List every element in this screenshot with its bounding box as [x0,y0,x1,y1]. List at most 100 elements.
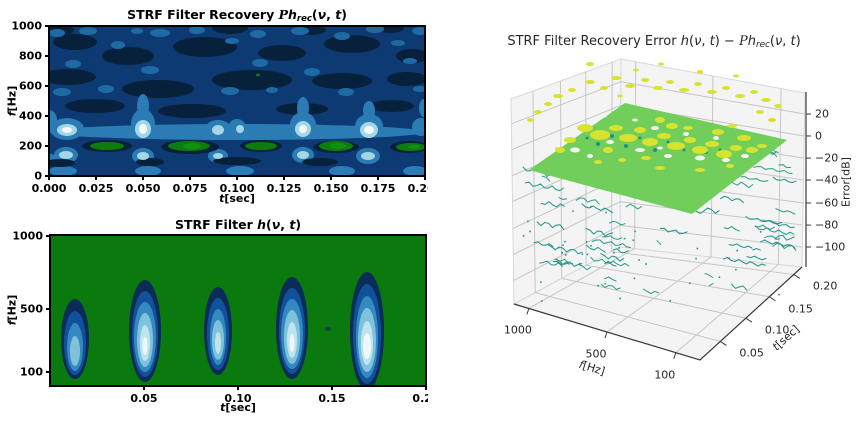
dark-patches [312,73,372,89]
green-patches [245,142,277,150]
teal-specks [131,28,143,34]
error-scatter-dots [522,205,780,302]
scatter-dot [541,300,543,302]
t-tick-mark [769,296,776,302]
scatter-dot [669,299,672,302]
scatter-dot [597,284,599,287]
scatter-dot [557,246,560,249]
surface-hole [695,155,705,161]
positive-error-floating-blob [750,90,758,94]
dark-patches [387,72,425,86]
positive-error-floating-blob [585,80,595,84]
teal-specks [366,26,384,33]
positive-error-blob [705,141,719,147]
scatter-dot [728,257,730,259]
contour-line [772,176,797,184]
f-tick-mark [604,331,608,339]
dark-patches [65,99,125,113]
scatter-dot [632,239,635,241]
surface-hole [651,126,659,130]
positive-error-blob [642,138,658,146]
surface-teal-speck [624,144,628,148]
green-patches [90,142,124,150]
contour-line [524,181,564,192]
positive-error-blob [564,137,576,143]
teal-specks [225,38,239,44]
contour-line [746,255,767,261]
dark-patches [370,100,414,112]
scatter-dot [633,277,636,280]
contour-line [708,282,714,287]
positive-error-blob [655,166,665,170]
positive-error-floating-blob [653,86,663,90]
positive-error-floating-blob [722,86,730,90]
dark-speck [325,327,331,331]
positive-error-blob [618,158,626,162]
positive-error-floating-blob [568,88,576,92]
contour-line [754,224,775,230]
surface-hole [632,118,638,122]
scatter-dot [561,252,563,254]
contour-line [552,260,570,265]
ring-5 [142,337,148,355]
t-pane-grid-line [532,90,536,293]
scatter-dot [605,211,607,214]
positive-error-blob [716,150,732,158]
positive-error-blob [594,160,602,164]
mid-band [412,118,425,136]
surface-teal-speck [596,142,600,146]
mid-band [297,97,309,119]
teal-specks [98,85,114,93]
teal-specks [266,87,278,93]
contour-line [764,235,781,240]
contour-line [522,166,532,172]
positive-error-blob [730,145,742,151]
white-cores [364,126,374,134]
teal-specks [391,40,405,46]
contour-line [752,247,761,251]
positive-error-floating-blob [617,94,623,98]
contour-line [723,226,740,232]
teal-specks [49,29,65,37]
surface-teal-speck [653,148,657,152]
teal-specks [150,29,170,37]
positive-error-floating-blob [761,98,771,102]
contour-line [602,235,623,240]
scatter-dot [695,257,697,260]
contour-line [612,248,629,254]
teal-specks [79,27,97,35]
surface-hole [722,158,730,162]
z-grid-line [511,81,805,125]
contour-line [760,239,796,249]
scatter-dot [578,262,581,265]
teal-specks [413,86,425,92]
z-grid-line [513,224,803,281]
contour-line [728,243,753,249]
teal-specks [53,88,71,96]
scatter-dot [586,253,589,256]
contour-line [723,256,767,267]
bright-green [183,143,201,149]
teal-specks [304,68,320,76]
contour-line [625,203,642,210]
positive-error-blob [619,134,637,142]
surface-hole [713,136,719,140]
scatter-dot [540,281,542,283]
contour-line [656,240,662,245]
teal-specks [250,30,266,38]
positive-error-blob [683,126,693,130]
positive-error-blob [712,129,724,135]
t-pane-grid-line [560,80,563,279]
positive-error-floating-blob [697,70,703,74]
scatter-dot [619,297,621,300]
contour-line [558,197,568,200]
mid-band [329,166,355,176]
dark-patches [212,26,248,34]
scatter-dot [581,253,584,255]
scatter-dot [718,276,721,279]
light-rings [297,151,309,159]
surface-hole [601,114,607,118]
positive-error-blob [577,124,593,132]
positive-error-floating-blob [735,94,745,98]
